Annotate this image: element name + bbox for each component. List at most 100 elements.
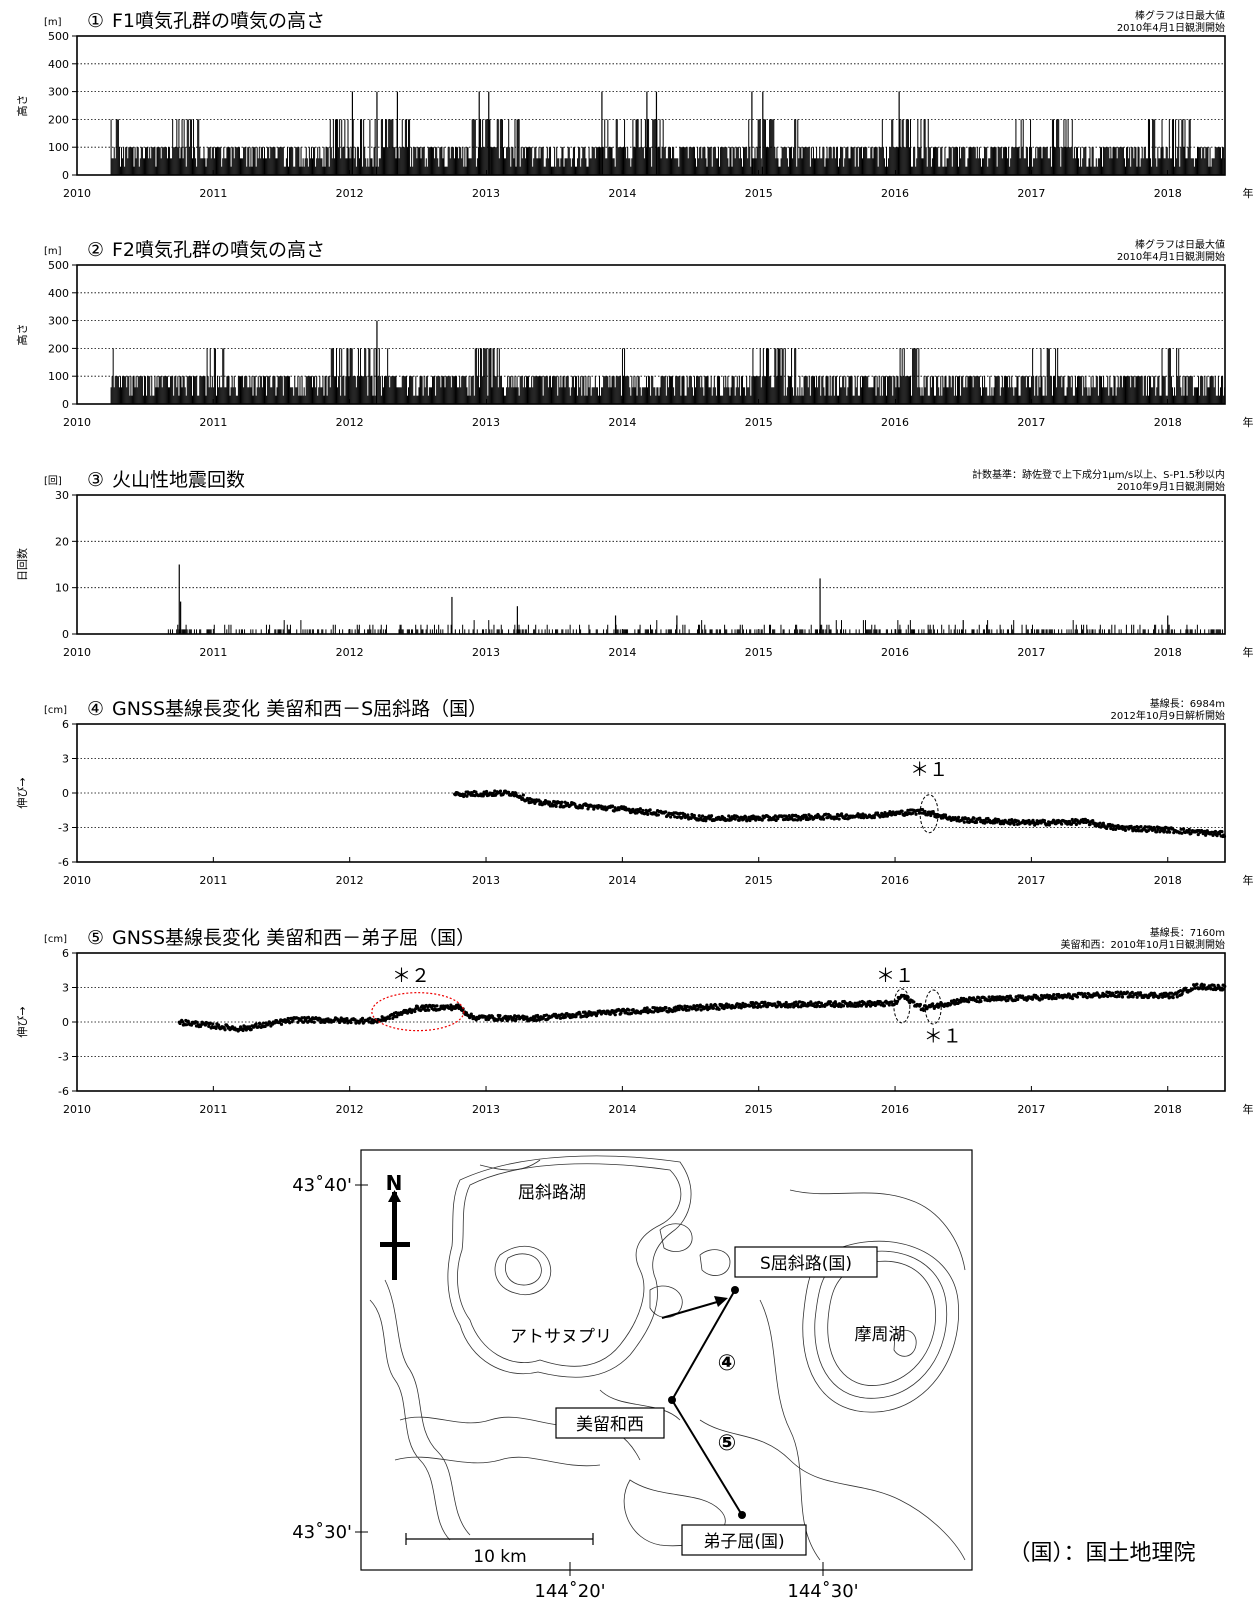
data-point [697,814,701,818]
data-point [955,998,959,1002]
x-tick-label: 2018 [1154,646,1182,659]
data-point [997,819,1002,823]
data-point [288,1021,292,1025]
plot-frame [76,35,1226,176]
data-point [186,1019,190,1023]
data-point [254,1022,258,1026]
data-point [994,998,999,1002]
data-point [582,1014,586,1018]
data-point [645,1006,649,1010]
data-point [976,995,981,1000]
data-point [310,1020,314,1024]
x-tick-label: 2013 [472,646,500,659]
data-point [1146,829,1150,833]
data-point [574,1015,578,1019]
data-point [914,812,918,816]
x-unit-label: 年 [1243,873,1254,887]
y-tick-label: 6 [62,947,69,960]
data-point [705,1003,709,1007]
data-point [763,1000,767,1004]
data-point [1130,990,1134,994]
x-tick-label: 2015 [745,646,773,659]
x-tick-label: 2018 [1154,416,1182,429]
data-point [759,1005,763,1009]
data-point [495,1018,500,1022]
data-point [1050,997,1054,1001]
data-marks [167,564,1223,634]
data-point [1082,820,1086,825]
data-point [207,1024,211,1028]
data-point [1075,995,1080,999]
y-tick-label: 500 [48,30,69,43]
data-point [796,1005,801,1009]
data-point [699,1008,703,1012]
data-point [918,1002,923,1007]
data-point [249,1027,253,1032]
plot-frame [76,264,1226,405]
x-tick-label: 2017 [1017,646,1045,659]
data-point [261,1021,266,1025]
panel-number: ① [87,10,104,32]
data-point [1189,831,1193,836]
y-tick-label: 0 [62,628,69,641]
data-point [1181,827,1186,831]
data-point [717,1007,721,1011]
data-point [360,1016,365,1020]
data-point [1091,819,1095,823]
data-point [656,813,660,817]
data-point [646,812,650,816]
data-point [793,818,797,822]
data-point [418,1008,423,1013]
data-point [1202,983,1206,987]
data-point [1111,827,1115,832]
data-point [1067,992,1071,996]
data-point [279,1022,284,1026]
data-point [1139,824,1143,829]
data-point [824,812,828,816]
data-point [641,808,645,813]
data-point [1187,827,1191,831]
data-point [837,817,841,821]
data-marks [110,320,1226,404]
data-point [843,816,847,821]
data-point [966,817,971,821]
data-point [692,813,696,818]
y-tick-label: 30 [55,489,69,502]
y-tick-label: 200 [48,113,69,126]
panel-number: ② [87,239,104,261]
data-point [349,1020,353,1025]
data-point [808,817,812,821]
chart-panel-1: 0 100 200 300 400 500 2010 2011 2012 2013 2014 2015… [15,9,1254,200]
y-tick-label: 400 [48,58,69,71]
data-point [1060,822,1064,826]
data-point [686,813,690,817]
data-point [214,1026,218,1030]
data-point [208,1021,212,1025]
data-point [837,1004,841,1009]
x-unit-label: 年 [1243,186,1254,200]
data-point [974,820,979,824]
x-tick-label: 2013 [472,874,500,887]
data-point [1107,990,1111,994]
data-point [1054,996,1058,1001]
data-point [760,818,764,822]
data-point [185,1023,189,1027]
unit-label: [m] [44,246,62,257]
data-marks [453,789,1227,839]
panel-title: F1噴気孔群の噴気の高さ [112,10,325,32]
panel-title: F2噴気孔群の噴気の高さ [112,239,325,261]
data-point [796,1002,800,1006]
data-point [427,1008,431,1012]
data-point [1154,830,1159,834]
data-point [1215,834,1219,838]
data-point [815,1003,819,1007]
data-point [1068,820,1072,824]
y-tick-label: -3 [58,1051,69,1064]
data-point [312,1020,316,1024]
y-tick-label: 100 [48,370,69,383]
data-point [512,794,516,798]
data-point [925,813,930,817]
data-point [761,1004,765,1008]
panel-note-2: 2012年10月9日解析開始 [1110,709,1225,722]
data-point [563,1015,567,1019]
